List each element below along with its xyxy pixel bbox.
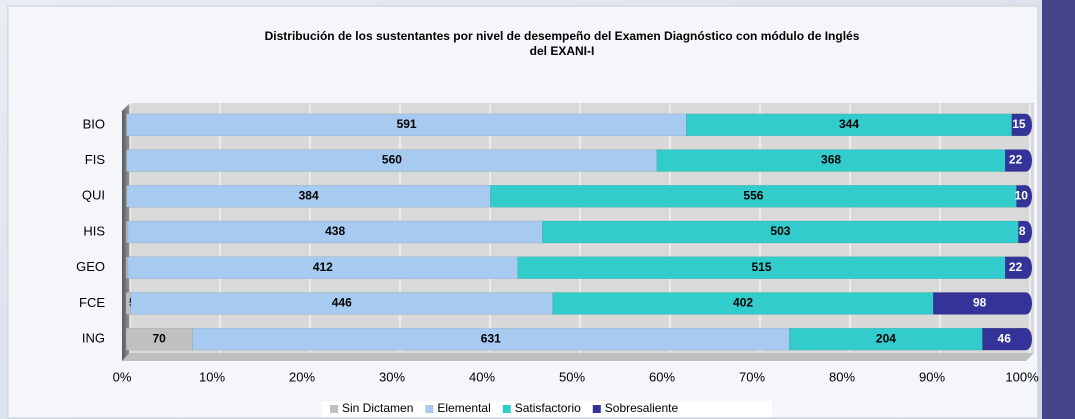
value-label: 15 — [1012, 117, 1026, 131]
y-tick-label: HIS — [83, 223, 105, 238]
legend-swatch — [330, 405, 338, 413]
x-tick-label: 30% — [379, 369, 405, 384]
legend-label: Sin Dictamen — [342, 401, 413, 415]
value-label: 446 — [332, 296, 352, 310]
y-tick-label: FCE — [79, 295, 105, 310]
value-label: 556 — [743, 188, 763, 202]
x-tick-label: 20% — [289, 369, 315, 384]
value-label: 8 — [1019, 224, 1026, 238]
bar-segment — [125, 220, 129, 244]
legend-label: Sobresaliente — [605, 401, 679, 415]
value-label: 631 — [481, 331, 501, 345]
value-label: 46 — [998, 331, 1012, 345]
plot-floor — [122, 353, 1034, 361]
bar-cap — [1020, 221, 1032, 243]
value-label: 204 — [876, 331, 896, 345]
value-label: 384 — [299, 188, 319, 202]
x-tick-label: 0% — [113, 369, 132, 384]
legend-label: Satisfactorio — [515, 401, 581, 415]
y-tick-label: BIO — [83, 116, 105, 131]
value-label: 515 — [751, 260, 771, 274]
legend-box — [322, 401, 772, 417]
legend-label: Elemental — [437, 401, 490, 415]
x-tick-label: 60% — [649, 369, 675, 384]
value-label: 98 — [973, 296, 987, 310]
side-band — [1042, 0, 1075, 419]
legend-swatch — [592, 405, 601, 413]
chart-title: Distribución de los sustentantes por niv… — [265, 29, 860, 43]
y-tick-label: QUI — [82, 188, 105, 203]
bar-cap — [1020, 256, 1032, 279]
bar-cap — [1020, 292, 1032, 315]
x-tick-label: 90% — [919, 369, 945, 384]
value-label: 22 — [1009, 153, 1023, 167]
x-tick-label: 70% — [739, 369, 765, 384]
x-tick-label: 100% — [1005, 369, 1039, 384]
value-label: 344 — [839, 117, 859, 131]
bar-cap — [1020, 113, 1032, 136]
value-label: 368 — [821, 153, 841, 167]
y-tick-label: FIS — [85, 152, 106, 167]
value-label: 412 — [313, 260, 333, 274]
bar-segment — [126, 149, 658, 172]
value-label: 560 — [382, 153, 402, 167]
y-tick-label: GEO — [76, 259, 105, 274]
value-label: 591 — [397, 117, 417, 131]
bar-segment — [125, 256, 129, 279]
value-label: 438 — [325, 224, 345, 238]
chart-title: del EXANI-I — [530, 44, 595, 58]
value-label: 503 — [770, 224, 790, 238]
bar-cap — [1020, 328, 1032, 351]
x-tick-label: 40% — [469, 369, 495, 384]
value-label: 22 — [1009, 260, 1023, 274]
value-label: 70 — [152, 331, 166, 345]
value-label: 10 — [1015, 188, 1029, 202]
legend-swatch — [502, 405, 511, 413]
x-tick-label: 10% — [199, 369, 225, 384]
bar-segment — [126, 113, 687, 137]
bar-cap — [1020, 149, 1032, 172]
legend-swatch — [425, 405, 434, 413]
x-tick-label: 50% — [559, 369, 585, 384]
value-label: 402 — [733, 296, 753, 310]
x-tick-label: 80% — [829, 369, 855, 384]
y-tick-label: ING — [82, 331, 105, 346]
bar-cap — [1020, 185, 1032, 208]
